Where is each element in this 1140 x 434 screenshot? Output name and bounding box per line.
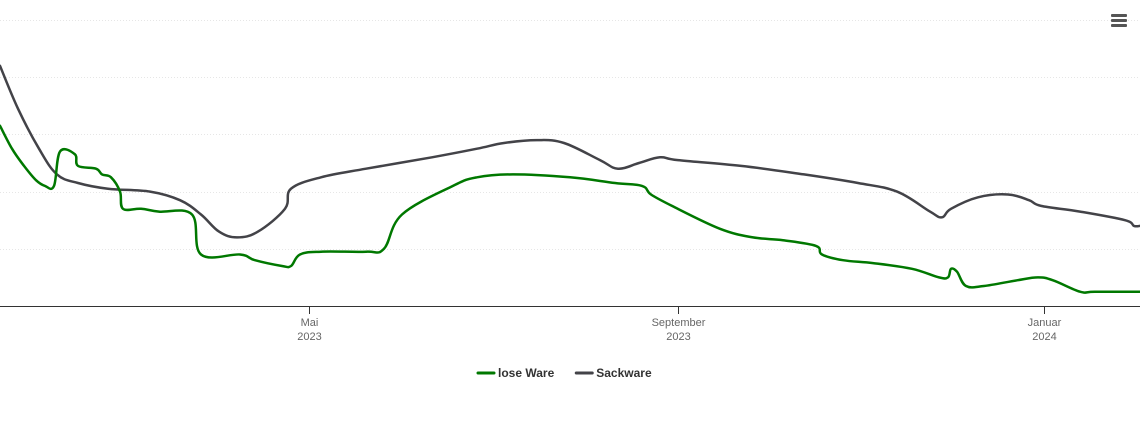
x-tick-label-month: Mai (301, 317, 319, 329)
legend-item-lose-ware[interactable]: lose Ware (476, 366, 555, 380)
chart-menu-button[interactable] (1110, 12, 1128, 30)
legend-item-sackware[interactable]: Sackware (574, 366, 652, 380)
hamburger-menu-icon-bar (1111, 19, 1127, 22)
x-tick-label-year: 2023 (297, 331, 321, 343)
grid-lines (0, 20, 1140, 250)
legend: lose Ware Sackware (476, 366, 652, 380)
x-tick-label-year: 2024 (1032, 331, 1056, 343)
x-tick-label-year: 2023 (666, 331, 690, 343)
x-tick-label-month: September (652, 317, 706, 329)
series-lines (0, 64, 1140, 294)
legend-label: lose Ware (498, 366, 555, 380)
series-line-lose-ware[interactable] (0, 124, 1140, 294)
series-line-sackware[interactable] (0, 64, 1140, 239)
hamburger-menu-icon-bar (1111, 24, 1127, 27)
x-axis: Mai 2023 September 2023 Januar 2024 (0, 306, 1140, 343)
hamburger-menu-icon (1111, 14, 1127, 17)
legend-label: Sackware (596, 366, 652, 380)
x-tick-label-month: Januar (1028, 317, 1062, 329)
